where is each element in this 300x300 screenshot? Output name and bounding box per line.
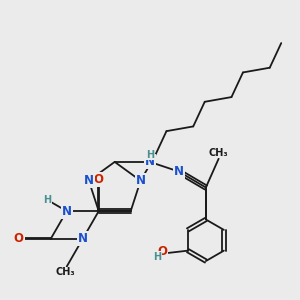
Text: H: H xyxy=(146,150,154,160)
Text: N: N xyxy=(136,174,146,187)
Text: CH₃: CH₃ xyxy=(55,267,75,277)
Text: O: O xyxy=(158,245,168,258)
Text: O: O xyxy=(94,172,104,186)
Text: N: N xyxy=(62,205,72,218)
Text: N: N xyxy=(78,232,88,245)
Text: CH₃: CH₃ xyxy=(209,148,229,158)
Text: H: H xyxy=(153,252,161,262)
Text: O: O xyxy=(14,232,24,245)
Text: N: N xyxy=(84,174,94,187)
Text: H: H xyxy=(43,195,51,205)
Text: N: N xyxy=(145,155,155,168)
Text: N: N xyxy=(174,165,184,178)
